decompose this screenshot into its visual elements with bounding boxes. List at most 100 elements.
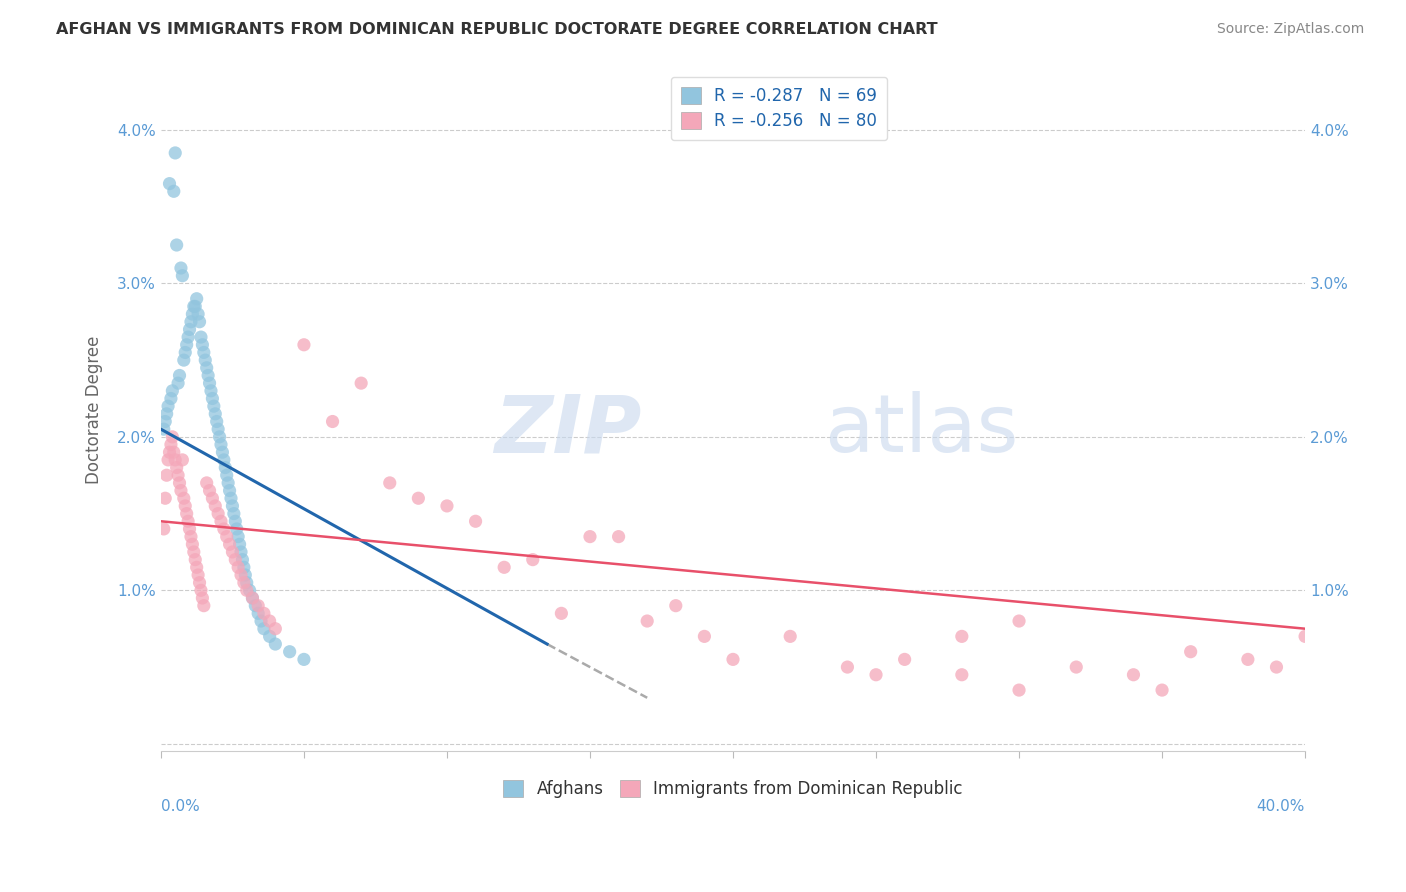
Point <box>950 667 973 681</box>
Point <box>212 522 235 536</box>
Text: 0.0%: 0.0% <box>160 799 200 814</box>
Point <box>221 499 243 513</box>
Point <box>176 507 198 521</box>
Point <box>190 583 212 598</box>
Point <box>226 560 249 574</box>
Point <box>207 507 229 521</box>
Point <box>174 345 197 359</box>
Point <box>167 468 190 483</box>
Point <box>155 415 177 429</box>
Point <box>186 292 208 306</box>
Point <box>204 407 226 421</box>
Point <box>184 300 207 314</box>
Point <box>167 376 190 391</box>
Point <box>550 607 572 621</box>
Point <box>159 445 181 459</box>
Point <box>211 445 233 459</box>
Point <box>235 583 257 598</box>
Point <box>408 491 430 506</box>
Point <box>1265 660 1288 674</box>
Point <box>228 537 250 551</box>
Point <box>721 652 744 666</box>
Point <box>665 599 688 613</box>
Point <box>579 530 602 544</box>
Text: atlas: atlas <box>824 392 1019 469</box>
Point <box>464 514 486 528</box>
Point <box>239 583 262 598</box>
Point <box>173 491 195 506</box>
Point <box>218 537 240 551</box>
Point <box>166 460 188 475</box>
Point <box>222 507 245 521</box>
Point <box>215 468 238 483</box>
Point <box>170 483 193 498</box>
Point <box>166 238 188 252</box>
Point <box>607 530 630 544</box>
Point <box>1122 667 1144 681</box>
Point <box>180 315 202 329</box>
Point <box>209 514 232 528</box>
Point <box>253 622 276 636</box>
Point <box>188 575 211 590</box>
Point <box>1008 614 1031 628</box>
Point <box>292 652 315 666</box>
Point <box>165 453 187 467</box>
Point <box>172 268 194 283</box>
Point <box>159 177 181 191</box>
Point <box>183 300 205 314</box>
Point <box>202 399 225 413</box>
Point <box>242 591 264 605</box>
Point <box>247 599 270 613</box>
Point <box>160 392 183 406</box>
Point <box>636 614 658 628</box>
Point <box>264 637 287 651</box>
Point <box>259 629 281 643</box>
Point <box>170 260 193 275</box>
Point <box>186 560 208 574</box>
Point <box>187 307 209 321</box>
Point <box>865 667 887 681</box>
Point <box>183 545 205 559</box>
Point <box>190 330 212 344</box>
Point <box>259 614 281 628</box>
Point <box>264 622 287 636</box>
Point <box>217 475 239 490</box>
Point <box>893 652 915 666</box>
Point <box>205 415 228 429</box>
Point <box>163 445 186 459</box>
Point <box>1180 645 1202 659</box>
Legend: Afghans, Immigrants from Dominican Republic: Afghans, Immigrants from Dominican Repub… <box>496 773 970 805</box>
Point <box>837 660 859 674</box>
Point <box>229 568 252 582</box>
Point <box>169 475 191 490</box>
Point <box>247 607 270 621</box>
Point <box>278 645 301 659</box>
Y-axis label: Doctorate Degree: Doctorate Degree <box>86 335 103 484</box>
Point <box>187 568 209 582</box>
Point <box>292 338 315 352</box>
Point <box>156 407 179 421</box>
Point <box>250 614 273 628</box>
Point <box>208 430 231 444</box>
Point <box>157 453 180 467</box>
Point <box>224 552 246 566</box>
Point <box>193 599 215 613</box>
Point <box>181 307 204 321</box>
Point <box>156 468 179 483</box>
Point <box>232 575 254 590</box>
Point <box>179 522 201 536</box>
Point <box>494 560 516 574</box>
Point <box>160 437 183 451</box>
Point <box>378 475 401 490</box>
Point <box>152 422 174 436</box>
Point <box>204 499 226 513</box>
Point <box>245 599 267 613</box>
Point <box>180 530 202 544</box>
Point <box>232 560 254 574</box>
Point <box>522 552 544 566</box>
Point <box>177 514 200 528</box>
Point <box>350 376 373 391</box>
Point <box>693 629 716 643</box>
Point <box>322 415 344 429</box>
Point <box>188 315 211 329</box>
